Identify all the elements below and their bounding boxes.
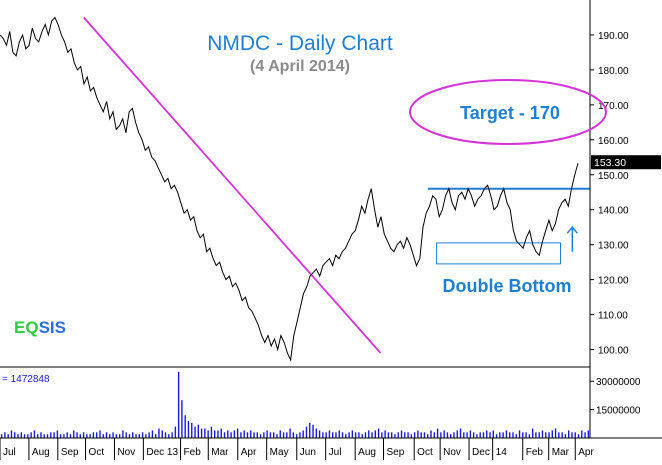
x-tick-label: Feb: [526, 447, 544, 458]
eqsis-logo: EQSIS: [14, 318, 66, 337]
x-tick-label: Sep: [387, 447, 405, 458]
x-tick-label: Sep: [61, 447, 79, 458]
x-tick-label: Oct: [417, 447, 433, 458]
y-tick-label: 100.00: [598, 346, 629, 357]
x-tick-label: Mar: [211, 447, 229, 458]
y-tick-label: 120.00: [598, 276, 629, 287]
x-tick-label: May: [270, 447, 289, 458]
x-tick-label: Apr: [241, 447, 257, 458]
chart-subtitle: (4 April 2014): [250, 58, 350, 75]
x-tick-label: 14: [496, 447, 508, 458]
x-tick-label: Dec 13: [146, 447, 178, 458]
x-tick-label: Jul: [3, 447, 16, 458]
x-tick-label: Mar: [552, 447, 570, 458]
x-tick-label: Apr: [578, 447, 594, 458]
x-tick-label: Aug: [32, 447, 50, 458]
y-tick-label: 190.00: [598, 31, 629, 42]
price-line: [0, 16, 579, 362]
x-tick-label: Feb: [184, 447, 202, 458]
last-value-text: 153.30: [594, 157, 626, 169]
volume-label: = 1472848: [2, 374, 50, 385]
double-bottom-box: [436, 242, 562, 265]
y-tick-label: 140.00: [598, 206, 629, 217]
target-ellipse: [409, 79, 607, 145]
volume-bars: [0, 371, 590, 438]
y-tick-label: 130.00: [598, 241, 629, 252]
logo-part-sis: SIS: [39, 318, 66, 337]
x-tick-label: Nov: [117, 447, 135, 458]
last-value-background: [591, 155, 661, 170]
y-tick-label: 160.00: [598, 136, 629, 147]
x-tick-label: Dec: [472, 447, 490, 458]
last-value-tag: 153.30: [591, 155, 661, 170]
price-series: [0, 16, 579, 362]
breakout-arrow-head: [566, 226, 578, 234]
chart-title: NMDC - Daily Chart: [207, 32, 393, 55]
target-label: Target - 170: [460, 103, 560, 123]
y-tick-label: 110.00: [598, 311, 628, 322]
x-tick-label: Oct: [89, 447, 105, 458]
logo-part-eq: EQ: [14, 318, 39, 337]
y-tick-label: 150.00: [598, 171, 629, 182]
axis-layer: 100.00 110.00 120.00 130.00 140.00 150.00 160.…: [0, 31, 641, 460]
volume-tick-label: 15000000: [596, 406, 641, 417]
volume-tick-label: 30000000: [596, 377, 641, 388]
x-tick-label: Aug: [358, 447, 376, 458]
double-bottom-label: Double Bottom: [443, 276, 572, 296]
x-tick-label: Jul: [329, 447, 342, 458]
y-tick-label: 170.00: [598, 101, 629, 112]
downtrend-line: [83, 16, 382, 354]
annotation-layer: [83, 16, 590, 354]
x-tick-label: Nov: [443, 447, 461, 458]
x-tick-label: Jun: [300, 447, 316, 458]
y-tick-label: 180.00: [598, 66, 629, 77]
